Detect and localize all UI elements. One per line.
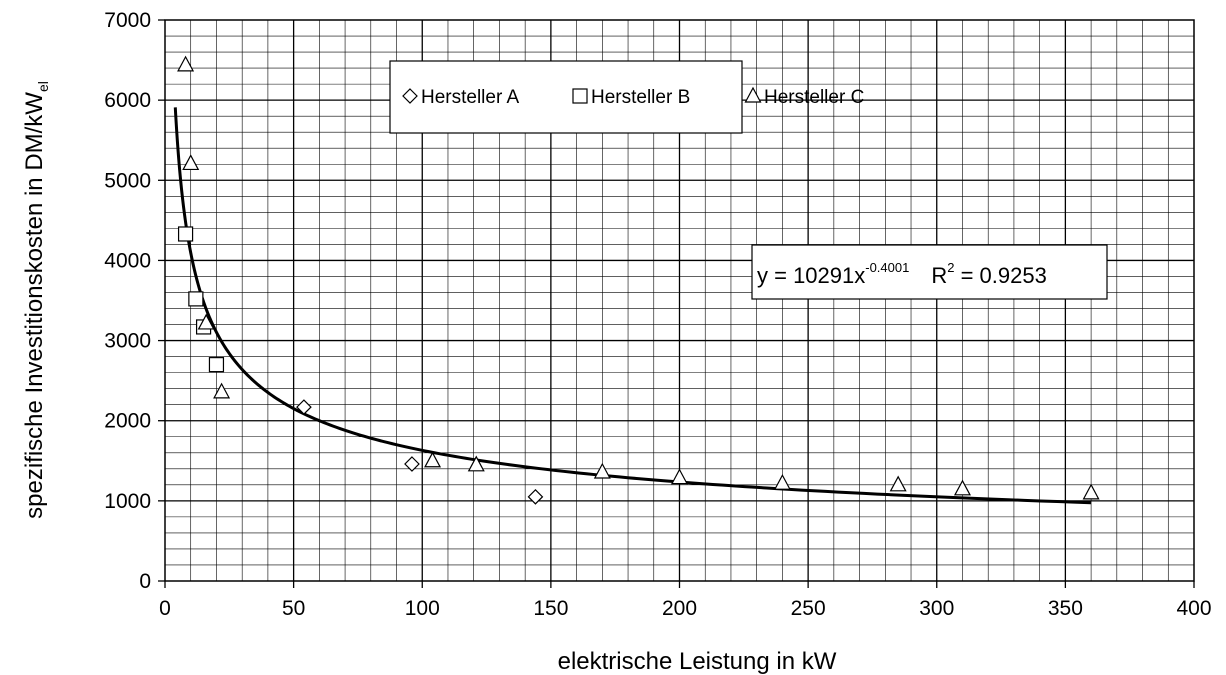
r-squared-exponent: 2 — [947, 260, 954, 275]
triangle-point — [424, 451, 442, 468]
x-tick-label: 350 — [1048, 597, 1083, 620]
legend-diamond-symbol — [402, 88, 418, 104]
data-points — [177, 55, 1100, 505]
trendline-curve — [173, 107, 1092, 505]
triangle-point — [182, 154, 200, 171]
x-tick-label: 150 — [533, 597, 568, 620]
y-tick-label: 1000 — [104, 490, 151, 513]
triangle-point — [467, 455, 485, 472]
equation-exponent: -0.4001 — [865, 260, 909, 275]
y-axis-title: spezifische Investitionskosten in DM/kWe… — [21, 81, 51, 519]
y-tick-label: 5000 — [104, 169, 151, 192]
x-tick-label: 100 — [405, 597, 440, 620]
x-tick-label: 0 — [159, 597, 171, 620]
legend-label: Hersteller A — [421, 87, 520, 108]
equation-label: y = 10291x-0.4001 R2 = 0.9253 — [757, 260, 1047, 288]
equation-box — [751, 244, 1108, 300]
legend-label: Hersteller B — [591, 87, 690, 108]
x-tick-label: 200 — [662, 597, 697, 620]
square-point — [177, 226, 194, 242]
legend-box — [389, 60, 743, 134]
triangle-point — [773, 473, 791, 490]
x-tick-label: 50 — [282, 597, 305, 620]
y-axis-title-main: spezifische Investitionskosten in DM/kW — [21, 92, 48, 519]
y-tick-label: 3000 — [104, 330, 151, 353]
r-squared-prefix: R — [931, 263, 947, 288]
x-tick-label: 300 — [919, 597, 954, 620]
legend-triangle-symbol — [744, 86, 762, 103]
triangle-point — [593, 462, 611, 479]
diamond-point — [404, 456, 420, 472]
legend-label: Hersteller C — [764, 87, 864, 108]
triangle-point — [889, 475, 907, 492]
y-tick-label: 7000 — [104, 9, 151, 32]
triangle-point — [953, 479, 971, 496]
square-point — [188, 291, 204, 307]
y-tick-label: 6000 — [104, 89, 151, 112]
y-tick-label: 4000 — [104, 249, 151, 272]
triangle-point — [1082, 483, 1100, 500]
x-tick-label: 400 — [1176, 597, 1211, 620]
triangle-point — [177, 55, 195, 72]
square-point — [208, 357, 225, 373]
r-squared-value: = 0.9253 — [954, 263, 1046, 288]
y-tick-label: 0 — [139, 570, 151, 593]
triangle-point — [670, 468, 689, 485]
y-tick-label: 2000 — [104, 410, 151, 433]
triangle-point — [213, 382, 231, 399]
triangle-point — [197, 313, 215, 330]
y-axis-title-subscript: el — [35, 81, 51, 92]
axis-ticks: 0 50 100 150 200 250 300 350 4000100020003000400… — [104, 9, 1211, 620]
diamond-point — [296, 399, 312, 415]
equation-prefix: y = 10291x — [757, 263, 865, 288]
trendline — [173, 107, 1092, 505]
diamond-point — [527, 489, 544, 505]
trendline-equation: y = 10291x-0.4001 R2 = 0.9253 — [751, 244, 1108, 300]
legend: Hersteller A Hersteller B Hersteller C — [389, 60, 864, 134]
legend-square-symbol — [572, 88, 588, 104]
x-tick-label: 250 — [791, 597, 826, 620]
x-axis-title: elektrische Leistung in kW — [558, 648, 837, 675]
